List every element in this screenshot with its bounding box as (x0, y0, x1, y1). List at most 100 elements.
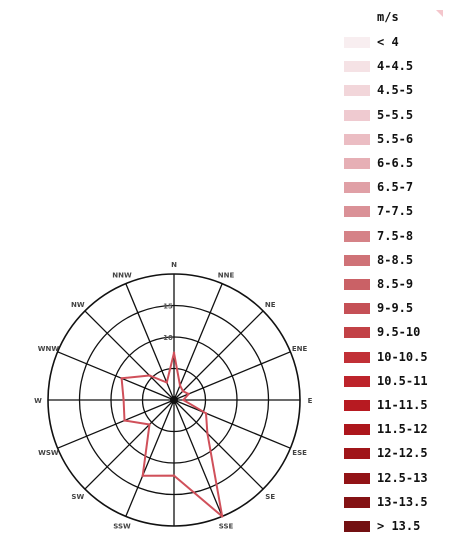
legend-label: 4-4.5 (377, 59, 414, 74)
spoke-ne (173, 310, 264, 401)
direction-label-sse: SSE (219, 523, 234, 531)
legend-item: 6.5-7 (340, 178, 452, 196)
legend-item: 7.5-8 (340, 227, 452, 245)
direction-label-se: SE (265, 493, 275, 501)
legend-item: 5.5-6 (340, 130, 452, 148)
legend-swatch (344, 230, 370, 242)
series-point-ese (204, 412, 208, 415)
legend-label: 7-7.5 (377, 204, 414, 219)
legend-item: 9-9.5 (340, 299, 452, 317)
legend-label: 11-11.5 (377, 398, 428, 412)
legend-label: 7.5-8 (377, 228, 414, 243)
legend-label: 6.5-7 (377, 180, 414, 195)
legend-swatch (344, 351, 370, 363)
series-point-ene (187, 392, 190, 396)
legend-label: 9.5-10 (377, 325, 421, 340)
series-point-sw (148, 423, 151, 426)
direction-label-ese: ESE (292, 449, 307, 457)
spoke-se (173, 399, 264, 490)
direction-label-wsw: WSW (38, 449, 59, 457)
legend-label: 10-10.5 (377, 349, 428, 364)
series-point-nw (148, 374, 151, 377)
direction-label-ne: NE (265, 301, 276, 309)
legend-item: 11.5-12 (340, 420, 452, 438)
series-point-ssw (141, 474, 144, 477)
legend-item: 9.5-10 (340, 323, 452, 341)
legend-swatch (344, 521, 370, 532)
legend-label: > 13.5 (377, 519, 421, 533)
legend-swatch (344, 375, 370, 387)
legend-swatch (344, 133, 370, 145)
direction-spokes (48, 274, 300, 526)
series-point-nne (178, 384, 182, 387)
legend-label: 8.5-9 (377, 277, 414, 291)
legend-label: 4.5-5 (377, 83, 414, 98)
spoke-sse (173, 399, 223, 517)
spoke-ese (173, 399, 291, 449)
legend-item: 7-7.5 (340, 202, 452, 220)
spoke-sw (84, 399, 175, 490)
legend-label: 9-9.5 (377, 301, 414, 316)
legend-item: 6-6.5 (340, 154, 452, 172)
spoke-ene (173, 351, 291, 401)
legend-item: 11-11.5 (340, 396, 452, 414)
direction-label-w: W (34, 397, 42, 405)
legend-swatch (344, 400, 370, 411)
series-point-w (122, 398, 125, 402)
legend-swatch (344, 182, 370, 194)
legend-swatch (344, 206, 370, 218)
legend-item: 13-13.5 (340, 493, 452, 511)
radial-tick-label: 15 (163, 303, 173, 311)
legend-swatch (344, 279, 370, 290)
legend-swatch (344, 496, 370, 508)
legend-item: 4-4.5 (340, 57, 452, 75)
series-point-sse (221, 515, 224, 518)
legend-label: 13-13.5 (377, 494, 428, 509)
direction-label-n: N (171, 261, 177, 269)
direction-label-nnw: NNW (112, 271, 132, 279)
center-dot (170, 396, 178, 404)
direction-label-e: E (308, 397, 313, 405)
legend-swatch (344, 303, 370, 315)
legend-item: 8-8.5 (340, 251, 452, 269)
legend-corner-mark (436, 10, 443, 17)
legend-item: > 13.5 (340, 517, 452, 535)
direction-label-wnw: WNW (38, 345, 60, 353)
legend-swatch (344, 158, 370, 169)
legend-swatch (344, 327, 370, 339)
series-point-s (172, 474, 176, 477)
legend-title: m/s (377, 10, 399, 24)
series-point-se (206, 432, 209, 435)
series-point-wsw (123, 419, 126, 422)
spoke-wnw (57, 351, 175, 401)
radial-tick-labels: 10 15 (163, 303, 173, 343)
direction-label-sw: SW (71, 493, 84, 501)
spoke-nw (84, 310, 175, 401)
legend-swatch (344, 448, 370, 460)
legend-label: 8-8.5 (377, 252, 414, 267)
spoke-nnw (125, 283, 175, 401)
legend-label: 5-5.5 (377, 107, 414, 122)
direction-label-nw: NW (71, 301, 85, 309)
legend-item: 12.5-13 (340, 469, 452, 487)
series-point-wnw (120, 377, 123, 380)
legend-item: 8.5-9 (340, 275, 452, 293)
series-point-ne (181, 389, 185, 393)
direction-labels: N NNE NE ENE E ESE SE SSE SSW SW WSW W WNW NW NNW (34, 261, 312, 531)
direction-label-ene: ENE (292, 345, 308, 353)
legend-swatch (344, 61, 370, 73)
direction-label-ssw: SSW (113, 523, 131, 531)
legend-swatch (344, 85, 370, 97)
legend-swatch (344, 424, 370, 436)
legend-item: < 4 (340, 33, 452, 51)
legend-swatch (344, 254, 370, 266)
spoke-nne (173, 283, 223, 401)
legend-item: 10-10.5 (340, 348, 452, 366)
direction-label-nne: NNE (218, 271, 235, 279)
wind-series (120, 351, 224, 518)
legend-label: 12.5-13 (377, 470, 428, 485)
legend-item: 5-5.5 (340, 106, 452, 124)
legend-swatch (344, 37, 370, 48)
legend-item: 12-12.5 (340, 444, 452, 462)
